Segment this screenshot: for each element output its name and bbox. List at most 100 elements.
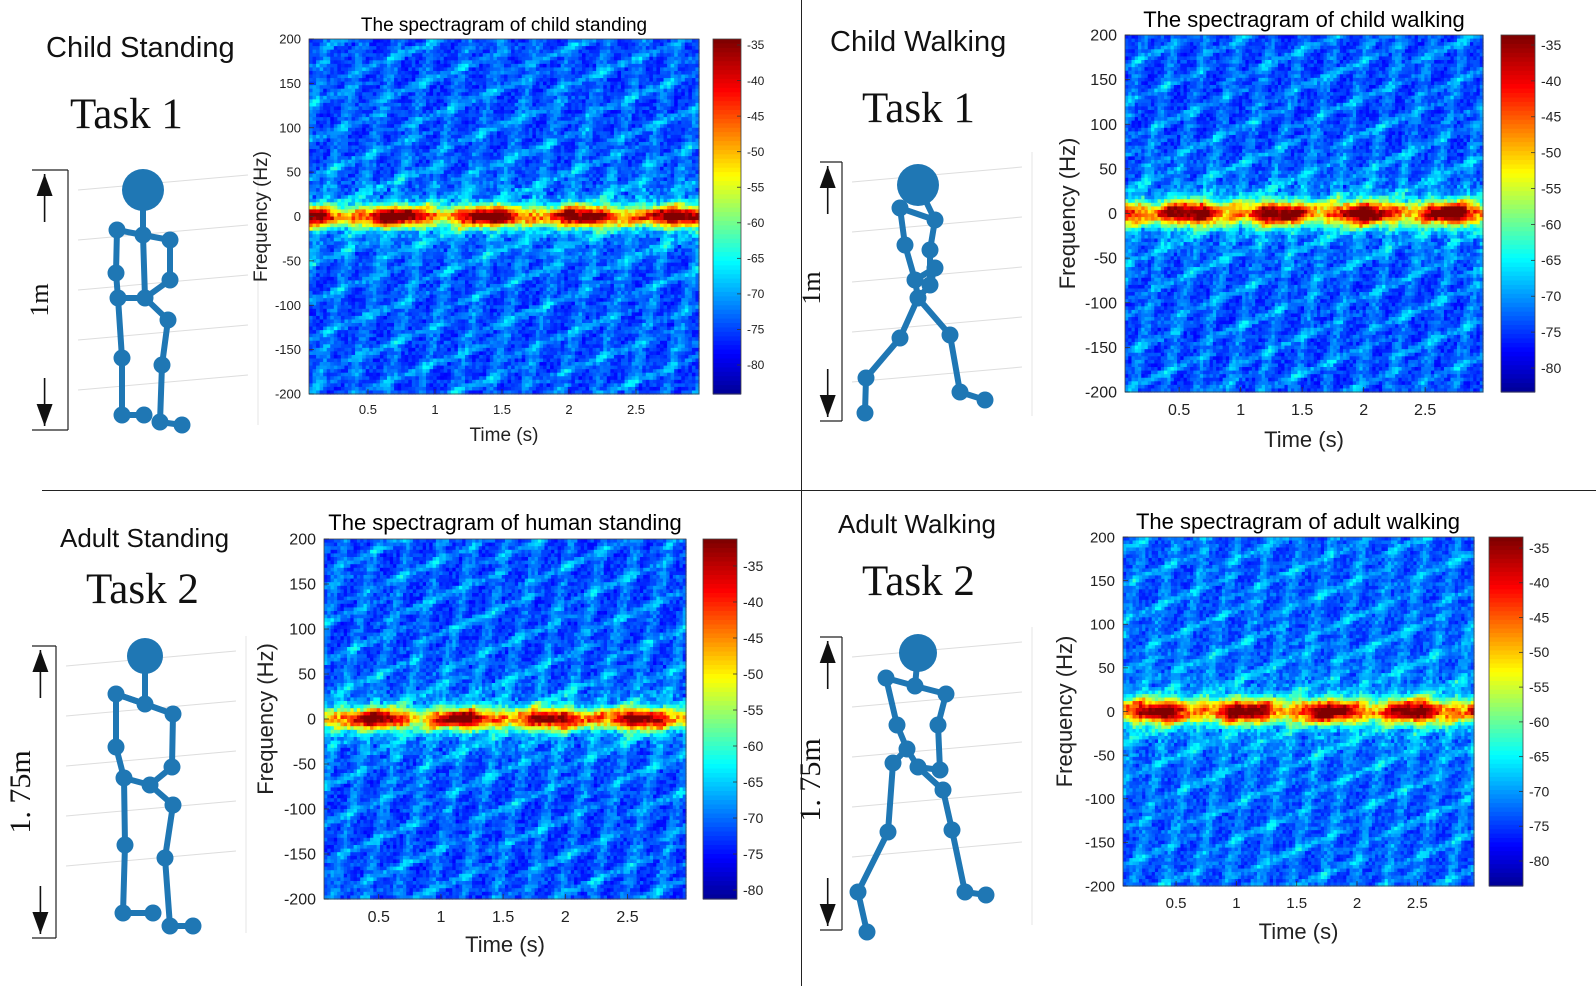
heatmap-cell: [358, 301, 363, 306]
heatmap-cell: [408, 120, 413, 125]
heatmap-cell: [379, 113, 385, 118]
heatmap-cell: [411, 283, 416, 289]
heatmap-cell: [461, 88, 466, 93]
heatmap-cell: [312, 326, 317, 331]
heatmap-cell: [365, 212, 370, 218]
heatmap-cell: [404, 120, 409, 125]
heatmap-cell: [450, 127, 455, 132]
heatmap-cell: [333, 344, 338, 349]
heatmap-cell: [472, 195, 477, 200]
heatmap-cell: [376, 188, 381, 193]
heatmap-cell: [461, 124, 466, 129]
heatmap-cell: [333, 53, 338, 58]
heatmap-cell: [355, 184, 360, 189]
heatmap-cell: [418, 259, 424, 264]
heatmap-cell: [326, 291, 331, 296]
heatmap-cell: [379, 244, 385, 250]
heatmap-cell: [369, 53, 374, 58]
heatmap-cell: [426, 202, 431, 207]
heatmap-cell: [337, 117, 342, 122]
heatmap-cell: [450, 149, 455, 154]
heatmap-cell: [387, 88, 392, 93]
heatmap-cell: [369, 241, 374, 246]
heatmap-cell: [344, 308, 349, 313]
heatmap-cell: [333, 340, 338, 345]
heatmap-cell: [479, 191, 484, 196]
heatmap-cell: [404, 170, 409, 175]
heatmap-cell: [355, 376, 360, 381]
heatmap-cell: [397, 323, 402, 328]
heatmap-cell: [394, 74, 399, 79]
heatmap-cell: [326, 205, 331, 210]
heatmap-cell: [461, 49, 466, 54]
heatmap-cell: [457, 230, 463, 235]
heatmap-cell: [450, 49, 455, 54]
heatmap-cell: [468, 287, 473, 292]
heatmap-cell: [337, 141, 342, 147]
heatmap-cell: [433, 152, 438, 157]
heatmap-cell: [372, 88, 377, 93]
heatmap-cell: [355, 362, 360, 367]
heatmap-cell: [433, 88, 438, 93]
heatmap-cell: [401, 198, 406, 203]
heatmap-cell: [333, 276, 338, 281]
heatmap-cell: [376, 294, 381, 299]
heatmap-cell: [372, 134, 377, 139]
heatmap-cell: [390, 287, 395, 292]
heatmap-cell: [333, 149, 338, 154]
heatmap-cell: [358, 237, 363, 242]
heatmap-cell: [440, 181, 445, 186]
heatmap-cell: [330, 138, 335, 143]
heatmap-cell: [468, 262, 473, 267]
heatmap-cell: [319, 195, 324, 200]
heatmap-cell: [447, 372, 452, 377]
heatmap-cell: [323, 230, 328, 235]
heatmap-cell: [457, 354, 463, 360]
heatmap-cell: [376, 173, 381, 179]
heatmap-cell: [355, 74, 360, 79]
heatmap-cell: [333, 134, 338, 139]
heatmap-cell: [362, 145, 367, 150]
heatmap-cell: [411, 372, 416, 377]
heatmap-cell: [468, 99, 473, 104]
heatmap-cell: [379, 149, 385, 154]
heatmap-cell: [454, 63, 459, 68]
heatmap-cell: [387, 39, 392, 44]
heatmap-cell: [351, 227, 356, 232]
heatmap-cell: [365, 102, 370, 108]
heatmap-cell: [337, 152, 342, 157]
heatmap-cell: [362, 138, 367, 143]
heatmap-cell: [340, 358, 346, 363]
heatmap-cell: [482, 181, 487, 186]
heatmap-cell: [383, 344, 388, 349]
heatmap-cell: [319, 202, 324, 207]
heatmap-cell: [344, 269, 349, 274]
heatmap-cell: [362, 269, 367, 274]
heatmap-cell: [316, 379, 321, 384]
heatmap-cell: [479, 49, 484, 54]
heatmap-cell: [472, 63, 477, 68]
heatmap-cell: [323, 319, 328, 324]
heatmap-cell: [326, 227, 331, 232]
heatmap-cell: [440, 315, 445, 321]
heatmap-cell: [465, 81, 470, 86]
heatmap-cell: [457, 369, 463, 374]
heatmap-cell: [319, 347, 324, 352]
heatmap-cell: [355, 333, 360, 338]
heatmap-cell: [333, 294, 338, 299]
heatmap-cell: [433, 177, 438, 182]
heatmap-cell: [418, 344, 424, 349]
heatmap-cell: [309, 230, 314, 235]
heatmap-cell: [401, 195, 406, 200]
heatmap-cell: [330, 244, 335, 250]
heatmap-cell: [309, 95, 314, 100]
heatmap-cell: [316, 365, 321, 370]
heatmap-cell: [472, 120, 477, 125]
heatmap-cell: [472, 354, 477, 360]
heatmap-cell: [426, 110, 431, 115]
heatmap-cell: [397, 365, 402, 370]
heatmap-cell: [387, 42, 392, 47]
heatmap-cell: [309, 117, 314, 122]
heatmap-cell: [379, 177, 385, 182]
heatmap-cell: [312, 212, 317, 218]
